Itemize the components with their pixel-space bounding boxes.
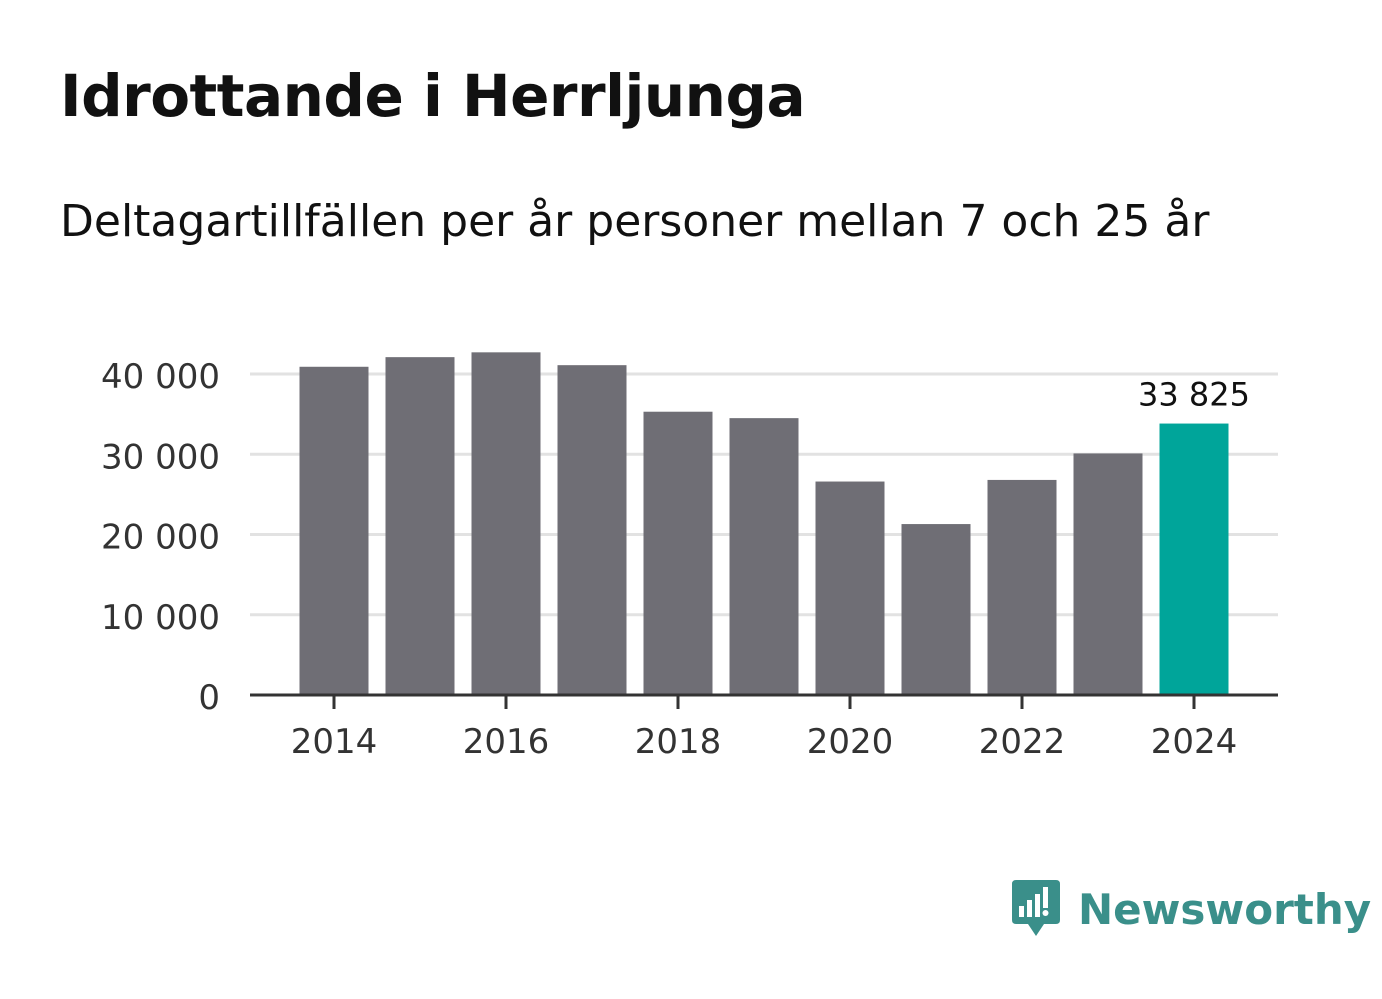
bar-2022: [987, 479, 1057, 695]
bar-2023: [1073, 453, 1143, 695]
brand-logo: Newsworthy: [1008, 876, 1371, 942]
y-tick-label: 40 000: [101, 357, 220, 397]
bar-2024: [1159, 423, 1229, 695]
y-tick-label: 30 000: [101, 437, 220, 477]
x-tick-label: 2018: [635, 722, 722, 762]
chart-title: Idrottande i Herrljunga: [60, 62, 806, 130]
bar-2019: [729, 418, 799, 695]
highlight-value-label: 33 825: [1138, 376, 1250, 414]
bar-2018: [643, 411, 713, 695]
x-tick-label: 2022: [979, 722, 1066, 762]
x-axis-ticks: 2014 2016 2018 2020 2022 2024: [291, 695, 1238, 762]
bar-2015: [385, 357, 455, 695]
bar-2016: [471, 352, 541, 695]
y-tick-label: 0: [198, 678, 220, 718]
y-tick-label: 10 000: [101, 598, 220, 638]
bar-2021: [901, 524, 971, 695]
bar-chart-speech-bubble-icon: [1012, 880, 1060, 936]
bar-2020: [815, 481, 885, 695]
x-tick-label: 2020: [807, 722, 894, 762]
bar-2014: [299, 366, 369, 695]
bars: [299, 352, 1229, 695]
y-tick-label: 20 000: [101, 518, 220, 558]
bar-2017: [557, 365, 627, 695]
x-tick-label: 2024: [1151, 722, 1238, 762]
y-axis-labels: 0 10 000 20 000 30 000 40 000: [101, 357, 220, 718]
brand-name: Newsworthy: [1078, 884, 1372, 934]
x-tick-label: 2014: [291, 722, 378, 762]
x-tick-label: 2016: [463, 722, 550, 762]
chart-subtitle: Deltagartillfällen per år personer mella…: [60, 196, 1210, 247]
